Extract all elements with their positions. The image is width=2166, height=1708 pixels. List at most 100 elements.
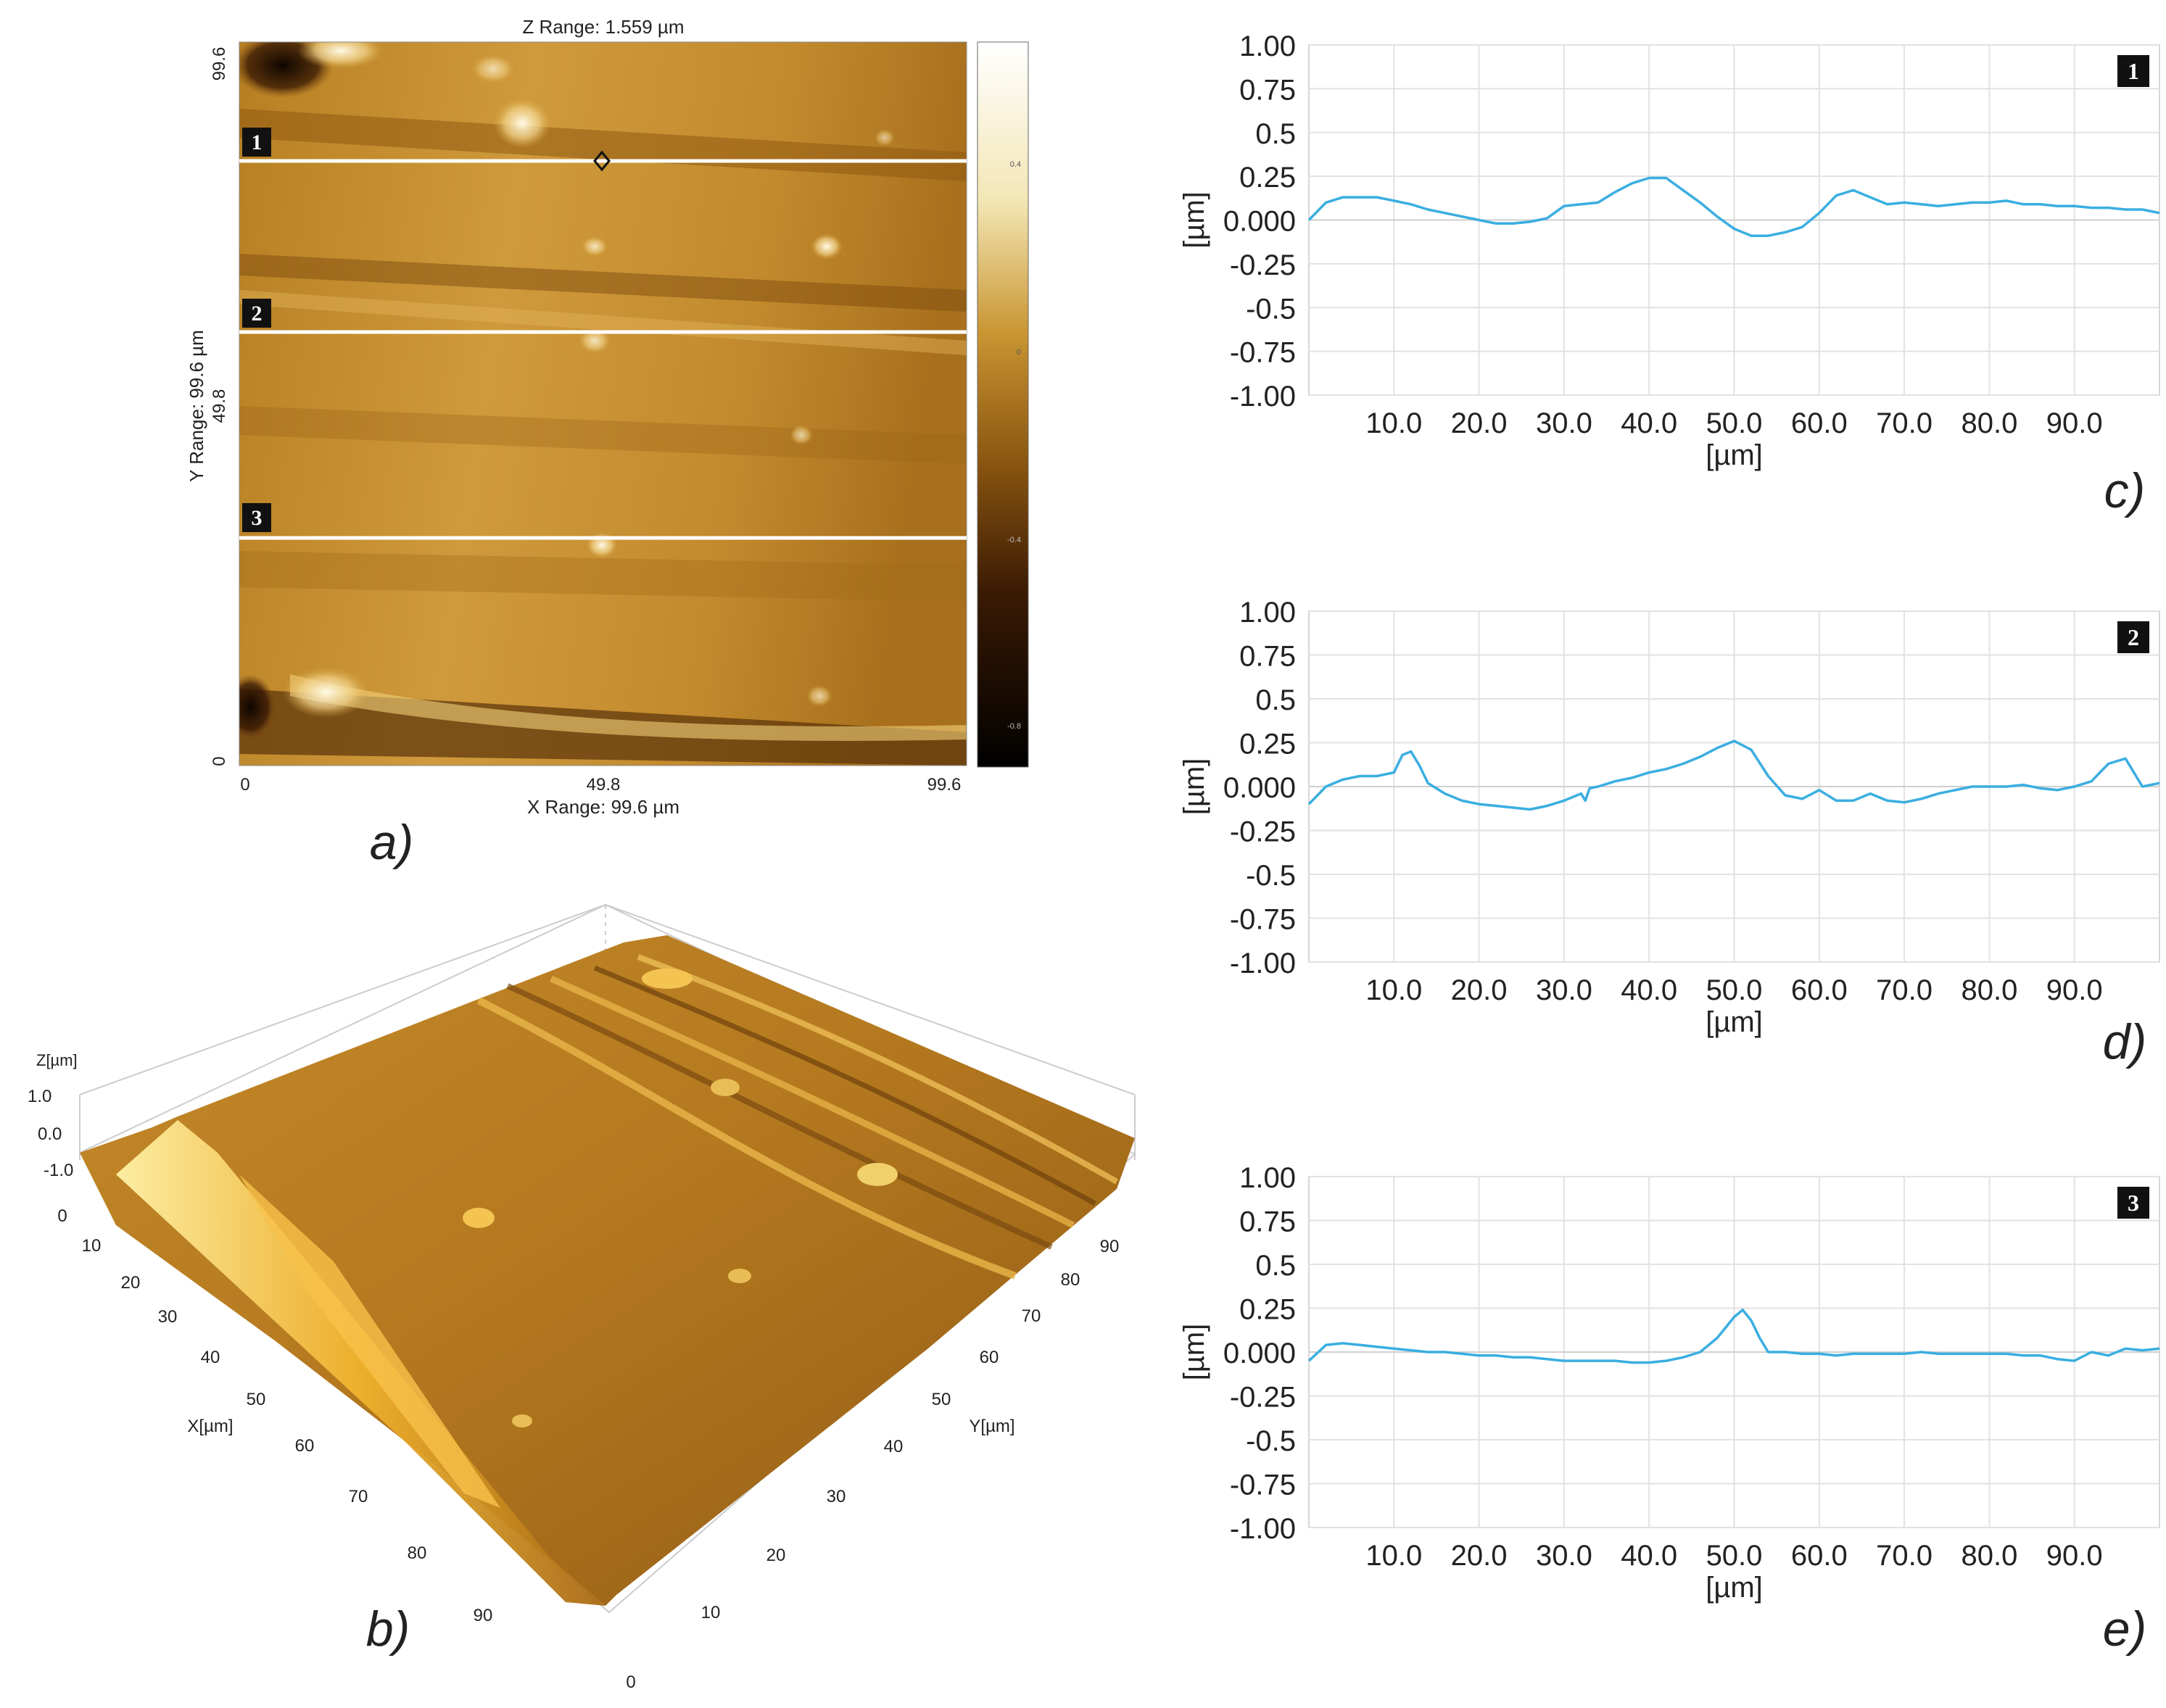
x3d-tick-4: 40 bbox=[201, 1348, 220, 1367]
x3d-tick-9: 90 bbox=[474, 1606, 493, 1625]
y-tick-label: 1.00 bbox=[1239, 1162, 1296, 1194]
x-tick-label: 30.0 bbox=[1536, 407, 1592, 439]
x-tick-label: 70.0 bbox=[1876, 1540, 1933, 1572]
profile-badge: 1 bbox=[2117, 55, 2149, 87]
y3d-tick-7: 70 bbox=[1022, 1306, 1041, 1326]
x-tick-label: 20.0 bbox=[1451, 1540, 1508, 1572]
x-axis-label: [µm] bbox=[1706, 1572, 1763, 1604]
y3d-tick-0: 0 bbox=[626, 1672, 635, 1692]
profile-series-line bbox=[1307, 739, 2160, 811]
x-tick-label: 90.0 bbox=[2046, 407, 2103, 439]
y-tick-label: 0.75 bbox=[1239, 641, 1296, 673]
y-tick-label: 0.25 bbox=[1239, 162, 1296, 194]
panel-label-d: d) bbox=[2103, 1014, 2146, 1069]
x-tick-label: 90.0 bbox=[2046, 974, 2103, 1006]
x3d-tick-8: 80 bbox=[408, 1543, 427, 1563]
x3d-tick-7: 70 bbox=[349, 1487, 368, 1506]
y-range-label: Y Range: 99.6 µm bbox=[186, 330, 207, 482]
x3d-tick-5: 50 bbox=[247, 1390, 266, 1409]
profile-marker-1: 1 bbox=[242, 128, 271, 157]
x-tick-label: 10.0 bbox=[1365, 974, 1422, 1006]
y-tick-label: 1.00 bbox=[1239, 30, 1296, 62]
surface-3d-panel: Z[µm] 1.0 0.0 -1.0 0 10 20 30 40 50 60 7… bbox=[28, 903, 1136, 1692]
y-tick-label: 0.5 bbox=[1255, 118, 1296, 150]
y-tick-label: 0.25 bbox=[1239, 1294, 1296, 1326]
x-tick-label: 10.0 bbox=[1365, 407, 1422, 439]
y-tick-label: -1.00 bbox=[1230, 1513, 1296, 1545]
colorbar-tick-3: -0.8 bbox=[1007, 722, 1021, 731]
y-tick-label: -0.75 bbox=[1230, 904, 1296, 936]
y3d-tick-8: 80 bbox=[1061, 1270, 1080, 1290]
y-tick-label: -0.5 bbox=[1246, 293, 1296, 325]
y-tick-label: -0.25 bbox=[1230, 816, 1296, 848]
x-tick-label: 40.0 bbox=[1621, 407, 1677, 439]
map-x-tick-2: 99.6 bbox=[927, 775, 962, 795]
x-tick-label: 80.0 bbox=[1961, 407, 2017, 439]
profile-badge: 3 bbox=[2117, 1187, 2149, 1219]
y3d-tick-1: 10 bbox=[701, 1603, 721, 1622]
x-tick-label: 10.0 bbox=[1365, 1540, 1422, 1572]
z-tick-1: 0.0 bbox=[38, 1124, 62, 1144]
y-tick-label: 0.000 bbox=[1223, 1338, 1296, 1369]
colorbar bbox=[977, 41, 1029, 768]
y-tick-label: 0.25 bbox=[1239, 729, 1296, 760]
afm-map-panel: Z Range: 1.559 µm bbox=[186, 16, 1029, 870]
y3d-tick-5: 50 bbox=[932, 1390, 951, 1409]
y-tick-label: -0.25 bbox=[1230, 1382, 1296, 1414]
x3d-tick-0: 0 bbox=[57, 1206, 67, 1226]
x3d-axis-label: X[µm] bbox=[187, 1417, 233, 1436]
panel-label-a: a) bbox=[370, 815, 413, 870]
afm-height-map bbox=[239, 42, 967, 766]
map-x-tick-1: 49.8 bbox=[587, 775, 621, 795]
map-x-tick-0: 0 bbox=[240, 775, 249, 795]
profile-badge: 2 bbox=[2117, 621, 2149, 653]
y-axis-label: [µm] bbox=[1178, 191, 1210, 249]
z-range-label: Z Range: 1.559 µm bbox=[522, 16, 684, 38]
x-tick-label: 20.0 bbox=[1451, 974, 1508, 1006]
x-tick-label: 70.0 bbox=[1876, 407, 1933, 439]
x-tick-label: 60.0 bbox=[1791, 974, 1848, 1006]
y-axis-3d: 0 10 20 30 40 50 60 70 80 90 Y[µm] bbox=[626, 1237, 1119, 1692]
x3d-tick-2: 20 bbox=[121, 1273, 141, 1293]
panel-label-e: e) bbox=[2103, 1601, 2146, 1657]
y3d-tick-4: 40 bbox=[884, 1437, 904, 1456]
profile-cursor-marker bbox=[593, 150, 611, 172]
x-axis-label: [µm] bbox=[1706, 1006, 1763, 1038]
x3d-tick-3: 30 bbox=[158, 1307, 178, 1327]
y3d-tick-3: 30 bbox=[827, 1487, 846, 1506]
profile-series-line bbox=[1307, 1309, 2160, 1364]
x3d-tick-1: 10 bbox=[82, 1236, 102, 1256]
x-tick-label: 70.0 bbox=[1876, 974, 1933, 1006]
profile-chart-2: 1.00 0.75 0.5 0.25 0.000 -0.25 -0.5 -0.75 -1.00 1… bbox=[1178, 597, 2160, 1038]
panel-label-b: b) bbox=[366, 1601, 410, 1657]
y-axis-label: [µm] bbox=[1178, 1324, 1210, 1381]
y-tick-label: 0.75 bbox=[1239, 74, 1296, 106]
x-tick-label: 90.0 bbox=[2046, 1540, 2103, 1572]
y-tick-label: 0.5 bbox=[1255, 684, 1296, 716]
y-tick-label: -0.5 bbox=[1246, 1425, 1296, 1457]
x-tick-label: 80.0 bbox=[1961, 974, 2017, 1006]
y-tick-label: 0.5 bbox=[1255, 1250, 1296, 1282]
x-tick-label: 30.0 bbox=[1536, 974, 1592, 1006]
panel-label-c: c) bbox=[2104, 463, 2146, 518]
colorbar-tick-0: 0.4 bbox=[1010, 160, 1021, 169]
x-tick-label: 50.0 bbox=[1706, 407, 1763, 439]
svg-text:2: 2 bbox=[252, 302, 263, 326]
y-tick-label: 1.00 bbox=[1239, 597, 1296, 629]
colorbar-tick-2: -0.4 bbox=[1007, 536, 1021, 544]
x-axis-3d: 0 10 20 30 40 50 60 70 80 90 X[µm] bbox=[57, 1206, 492, 1625]
y-tick-label: -0.25 bbox=[1230, 249, 1296, 281]
y3d-tick-2: 20 bbox=[766, 1546, 786, 1565]
profile-chart-1: 1.00 0.75 0.5 0.25 0.000 -0.25 -0.5 -0.75 -1.00 1… bbox=[1178, 30, 2160, 471]
profile-marker-2: 2 bbox=[242, 299, 271, 328]
y-tick-label: 0.75 bbox=[1239, 1206, 1296, 1238]
x-tick-label: 80.0 bbox=[1961, 1540, 2017, 1572]
y-tick-label: -0.75 bbox=[1230, 337, 1296, 369]
x-tick-label: 60.0 bbox=[1791, 407, 1848, 439]
y3d-tick-6: 60 bbox=[980, 1348, 999, 1367]
x-range-label: X Range: 99.6 µm bbox=[527, 796, 679, 818]
x-tick-label: 30.0 bbox=[1536, 1540, 1592, 1572]
x-tick-label: 20.0 bbox=[1451, 407, 1508, 439]
x-tick-label: 60.0 bbox=[1791, 1540, 1848, 1572]
